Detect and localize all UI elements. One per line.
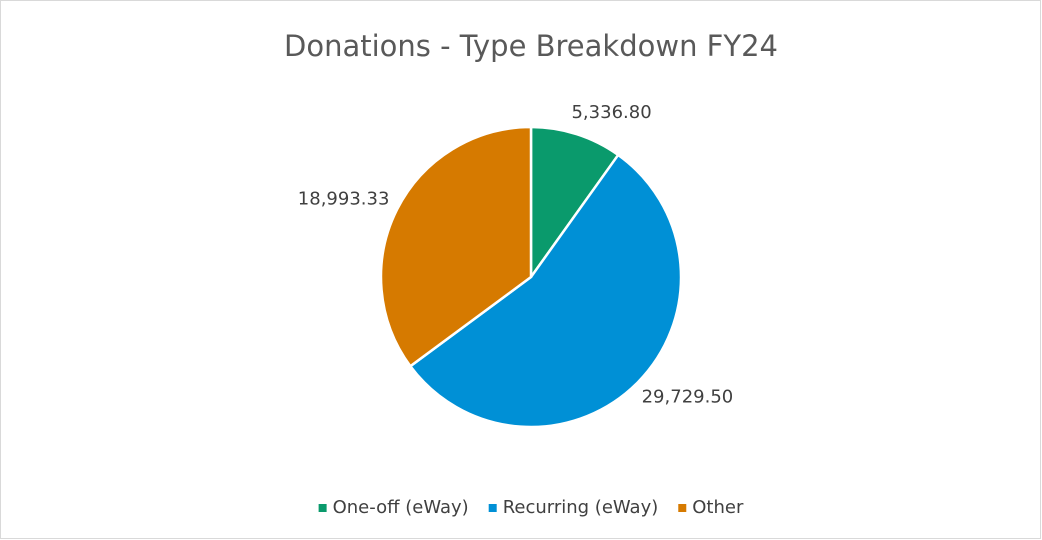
legend-label: Recurring (eWay) bbox=[503, 497, 659, 518]
data-label: 29,729.50 bbox=[642, 387, 734, 408]
pie-slice bbox=[408, 153, 683, 429]
pie-slice bbox=[529, 125, 620, 281]
legend-label: One-off (eWay) bbox=[333, 497, 469, 518]
legend-swatch bbox=[678, 504, 687, 512]
chart-title: Donations - Type Breakdown FY24 bbox=[284, 29, 778, 63]
legend-label: Other bbox=[692, 497, 744, 518]
pie-slice bbox=[379, 125, 533, 368]
data-label: 18,993.33 bbox=[298, 189, 390, 210]
legend-swatch bbox=[318, 504, 327, 512]
legend-swatch bbox=[488, 504, 497, 512]
data-label: 5,336.80 bbox=[571, 102, 651, 123]
